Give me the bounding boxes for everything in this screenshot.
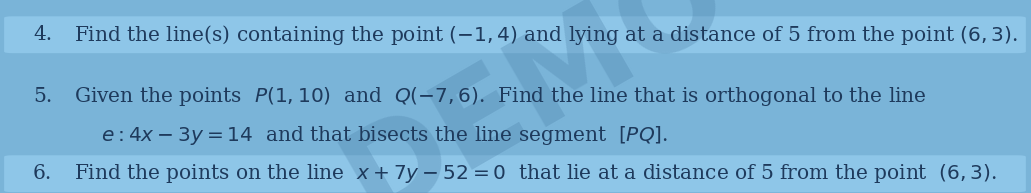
Text: $e:4x-3y=14$  and that bisects the line segment  $[PQ]$.: $e:4x-3y=14$ and that bisects the line s…: [101, 124, 668, 147]
Text: Given the points  $P(1,10)$  and  $Q(-7,6)$.  Find the line that is orthogonal t: Given the points $P(1,10)$ and $Q(-7,6)$…: [74, 85, 927, 108]
FancyBboxPatch shape: [4, 155, 1026, 192]
Text: 6.: 6.: [33, 164, 53, 183]
Text: DEMO: DEMO: [324, 0, 749, 193]
Text: 5.: 5.: [33, 87, 53, 106]
Text: Find the points on the line  $x+7y-52=0$  that lie at a distance of 5 from the p: Find the points on the line $x+7y-52=0$ …: [74, 162, 997, 185]
Text: Find the line(s) containing the point $(-1,4)$ and lying at a distance of 5 from: Find the line(s) containing the point $(…: [74, 23, 1018, 47]
FancyBboxPatch shape: [4, 16, 1026, 53]
Text: 4.: 4.: [33, 25, 53, 44]
